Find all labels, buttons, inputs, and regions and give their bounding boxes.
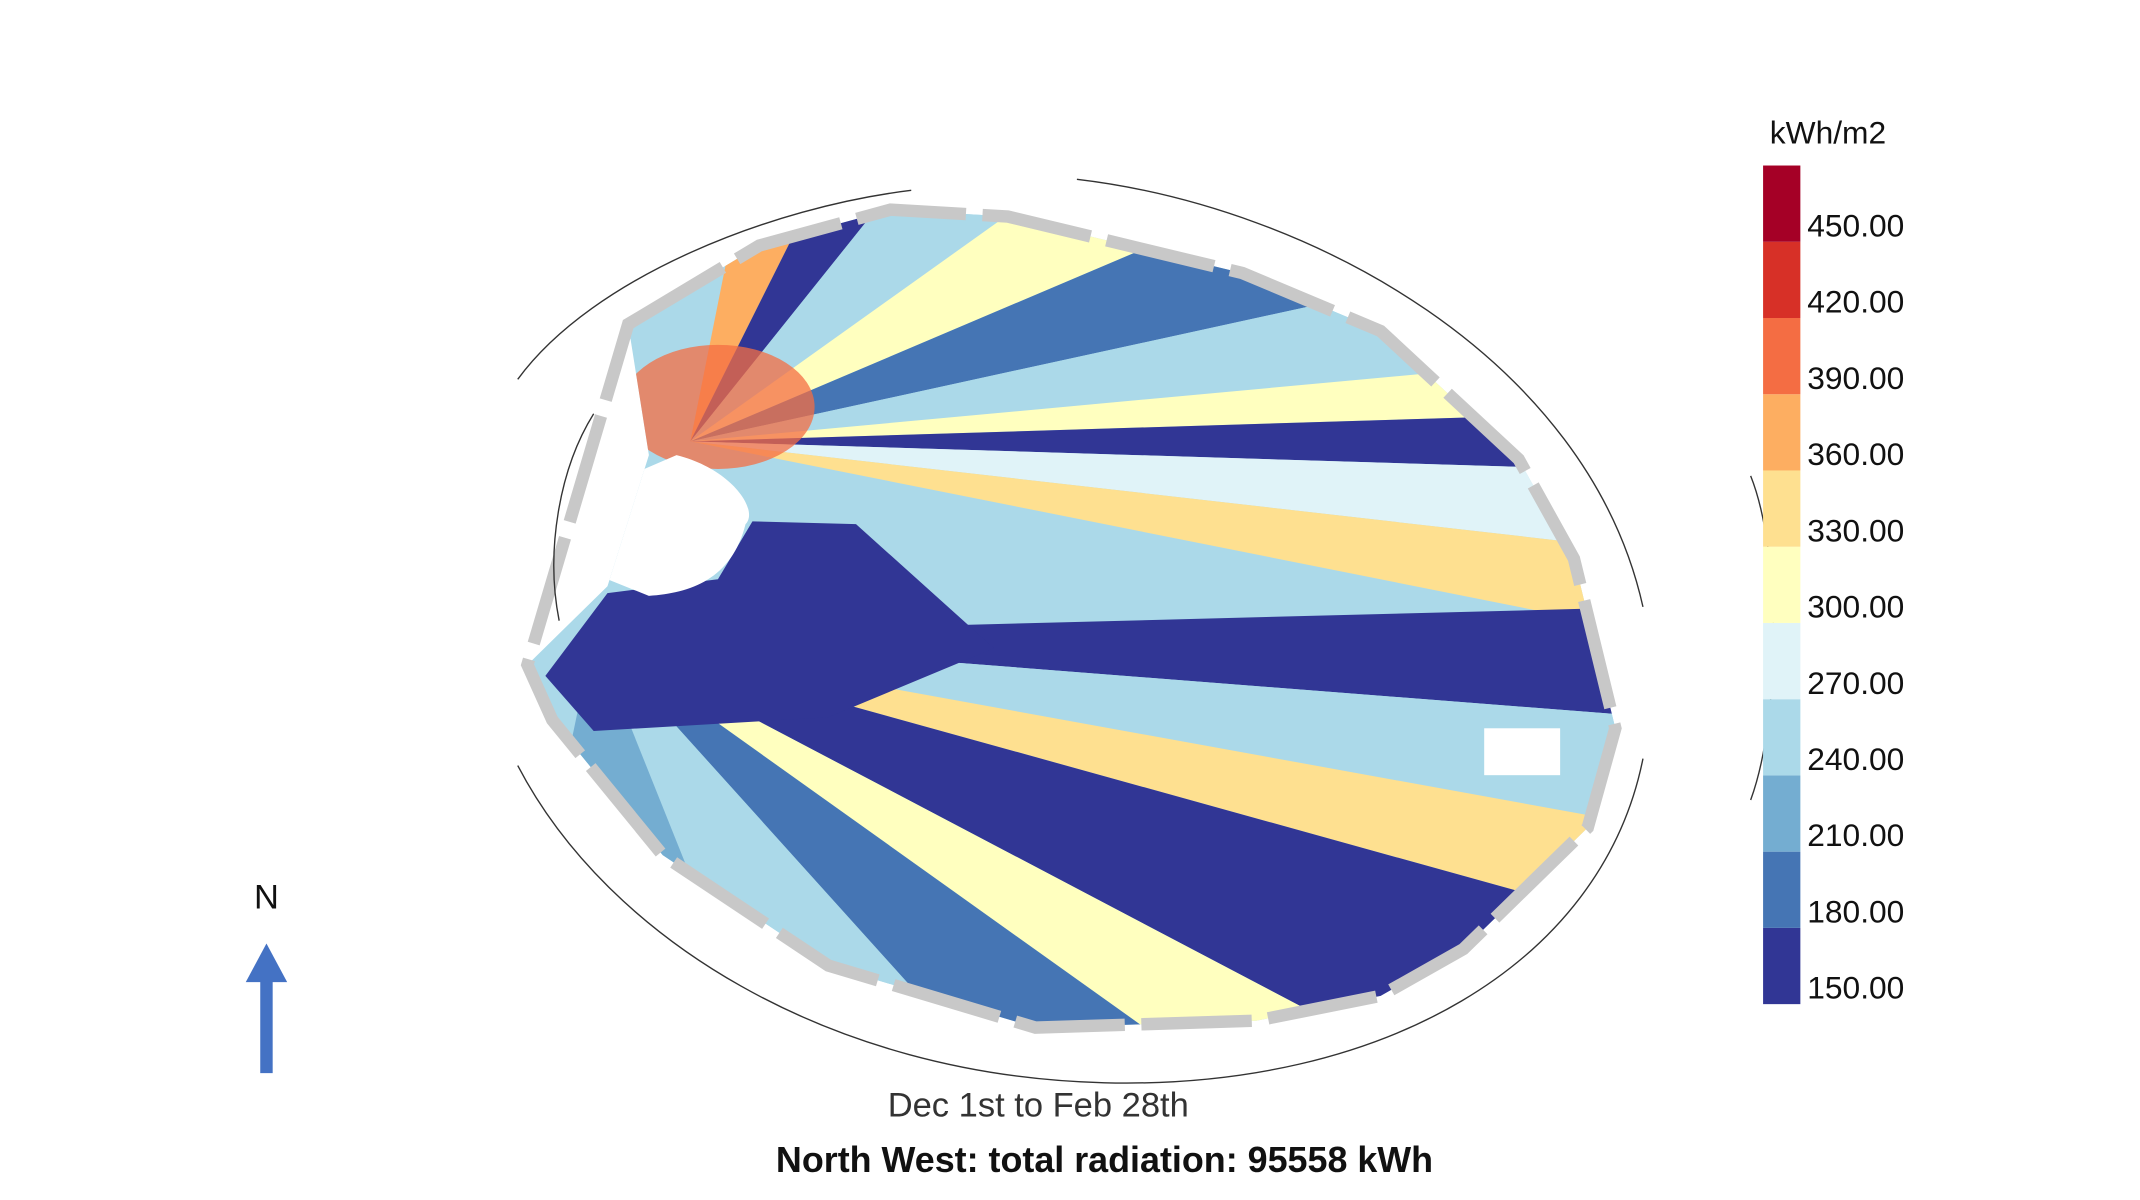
legend-tick-label: 420.00 (1807, 284, 1904, 320)
facade-panels (520, 203, 1622, 1034)
legend-swatch (1763, 927, 1801, 1005)
legend-tick-label: 330.00 (1807, 512, 1904, 548)
legend-swatch (1763, 622, 1801, 700)
legend-swatch (1763, 470, 1801, 547)
legend-tick-label: 360.00 (1807, 436, 1904, 472)
legend-swatch (1763, 394, 1801, 471)
legend-swatch (1763, 851, 1801, 928)
outline-arc (553, 413, 595, 621)
legend-swatch (1763, 165, 1801, 242)
north-label: N (254, 878, 279, 916)
caption: North West: total radiation: 95558 kWh (776, 1140, 1433, 1180)
map-band (593, 634, 1588, 1028)
legend-tick-label: 390.00 (1807, 360, 1904, 396)
legend-tick-label: 240.00 (1807, 741, 1904, 777)
legend-tick-label: 180.00 (1807, 893, 1904, 929)
radiation-map (527, 209, 1616, 1028)
legend-tick-label: 450.00 (1807, 207, 1904, 243)
north-arrow-head (245, 943, 288, 983)
legend-tick-label: 270.00 (1807, 665, 1904, 701)
outline-arc (517, 758, 1644, 1084)
map-band (545, 521, 995, 732)
legend-swatch (1763, 699, 1801, 776)
map-band (593, 634, 1381, 1028)
period: Dec 1st to Feb 28th (888, 1087, 1189, 1125)
outline-arc (517, 189, 912, 380)
legend-tick-label: 300.00 (1807, 589, 1904, 625)
map-band (593, 634, 967, 1028)
legend-title: kWh/m2 (1770, 115, 1886, 151)
legend-tick-label: 210.00 (1807, 817, 1904, 853)
void (1484, 728, 1561, 776)
legend-swatch (1763, 241, 1801, 318)
legend-tick-label: 150.00 (1807, 970, 1904, 1006)
legend-swatch (1763, 317, 1801, 395)
outline-arc (1076, 178, 1644, 608)
legend-swatch (1763, 775, 1801, 852)
legend-swatch (1763, 546, 1801, 623)
legend: kWh/m2 150.00 180.00 210.00 240.00 270.00 300… (1763, 115, 1904, 1006)
map-hotspot (621, 344, 815, 469)
map-band (690, 413, 1588, 469)
